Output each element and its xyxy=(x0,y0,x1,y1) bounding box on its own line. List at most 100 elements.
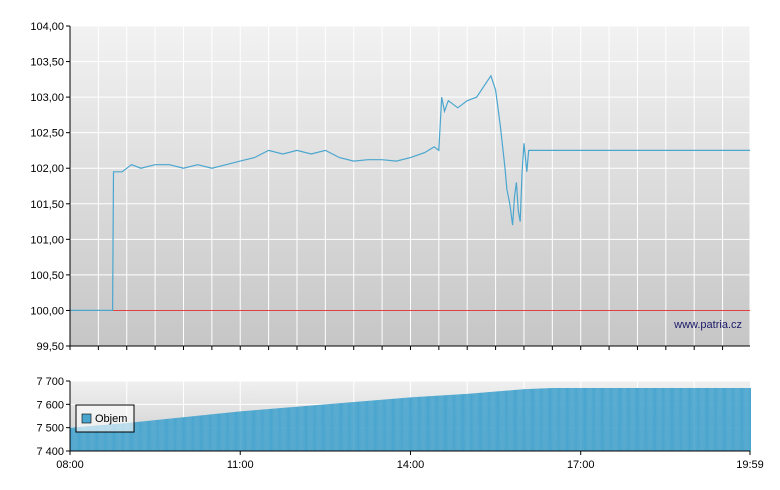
volume-bar xyxy=(561,388,563,451)
volume-bar xyxy=(594,388,596,451)
volume-bar xyxy=(437,395,439,451)
volume-bar xyxy=(416,396,418,451)
volume-bar xyxy=(689,388,691,451)
volume-bar xyxy=(713,388,715,451)
price-y-axis-labels: 99,50 100,00 100,50 101,00 101,50 102,00 102,5… xyxy=(30,21,70,353)
volume-bar xyxy=(105,424,107,451)
volume-bar xyxy=(480,392,482,451)
volume-bar xyxy=(494,391,496,451)
volume-bar xyxy=(645,388,647,451)
volume-bar xyxy=(363,401,365,451)
volume-bar xyxy=(229,412,231,451)
volume-bar xyxy=(81,426,83,451)
volume-bar xyxy=(541,388,543,451)
volume-bar xyxy=(264,409,266,451)
volume-bar xyxy=(467,393,469,451)
volume-bar xyxy=(162,419,164,451)
volume-bar xyxy=(669,388,671,451)
volume-bar xyxy=(296,406,298,451)
volume-bar xyxy=(580,388,582,451)
volume-bar xyxy=(406,397,408,451)
volume-bar xyxy=(641,388,643,451)
volume-bar xyxy=(138,421,140,451)
volume-bar xyxy=(232,412,234,451)
volume-bar xyxy=(203,415,205,451)
volume-bar xyxy=(474,393,476,451)
volume-bar xyxy=(439,395,441,451)
volume-bar xyxy=(288,407,290,451)
volume-bar xyxy=(418,396,420,451)
volume-bar xyxy=(318,404,320,451)
volume-bar xyxy=(573,388,575,451)
volume-bar xyxy=(411,397,413,451)
volume-bar xyxy=(147,420,149,451)
volume-bar xyxy=(153,420,155,451)
volume-bar xyxy=(727,388,729,451)
volume-bar xyxy=(647,388,649,451)
volume-bar xyxy=(107,424,109,451)
volume-bar xyxy=(739,388,741,451)
volume-bar xyxy=(496,391,498,451)
volume-bar xyxy=(306,405,308,451)
volume-bar xyxy=(434,395,436,451)
volume-bar xyxy=(381,399,383,451)
volume-bar xyxy=(185,416,187,451)
volume-bar xyxy=(465,393,467,451)
volume-bar xyxy=(457,394,459,451)
volume-bar xyxy=(683,388,685,451)
volume-bar xyxy=(679,388,681,451)
volume-bar xyxy=(486,392,488,451)
volume-bar xyxy=(326,404,328,451)
volume-bar xyxy=(743,388,745,451)
volume-bar xyxy=(236,411,238,451)
volume-bar xyxy=(740,388,742,451)
volume-bar xyxy=(242,411,244,451)
volume-bar xyxy=(295,406,297,451)
volume-bar xyxy=(371,400,373,451)
volume-bar xyxy=(723,388,725,451)
volume-bar xyxy=(610,388,612,451)
volume-bar xyxy=(287,407,289,451)
volume-bar xyxy=(125,423,127,451)
volume-bar xyxy=(119,423,121,451)
volume-bar xyxy=(251,410,253,451)
volume-bar xyxy=(233,412,235,451)
volume-bar xyxy=(272,408,274,451)
volume-bar xyxy=(128,422,130,451)
volume-bar xyxy=(702,388,704,451)
volume-bar xyxy=(311,405,313,451)
volume-bar xyxy=(632,388,634,451)
volume-bar xyxy=(385,399,387,451)
volume-bar xyxy=(552,388,554,451)
volume-bar xyxy=(428,396,430,451)
volume-bar xyxy=(626,388,628,451)
volume-bar xyxy=(398,398,400,451)
volume-bar xyxy=(112,424,114,451)
volume-bar xyxy=(121,423,123,451)
volume-bar xyxy=(254,410,256,451)
volume-bar xyxy=(507,390,509,451)
volume-bar xyxy=(181,417,183,451)
volume-bar xyxy=(638,388,640,451)
volume-bar xyxy=(267,409,269,451)
volume-bar xyxy=(645,388,647,451)
volume-bar xyxy=(619,388,621,451)
volume-bar xyxy=(677,388,679,451)
volume-bar xyxy=(96,425,98,451)
volume-bar xyxy=(100,425,102,451)
volume-bar xyxy=(741,388,743,451)
volume-bar xyxy=(738,388,740,451)
volume-bar xyxy=(621,388,623,451)
volume-bar xyxy=(673,388,675,451)
volume-bar xyxy=(412,397,414,451)
volume-bar xyxy=(325,404,327,451)
volume-bar xyxy=(388,399,390,451)
volume-bar xyxy=(408,397,410,451)
volume-bar xyxy=(440,395,442,451)
volume-bar xyxy=(718,388,720,451)
volume-bar xyxy=(473,393,475,451)
volume-bar xyxy=(657,388,659,451)
volume-bar xyxy=(742,388,744,451)
volume-bar xyxy=(451,394,453,451)
volume-bar xyxy=(361,401,363,451)
